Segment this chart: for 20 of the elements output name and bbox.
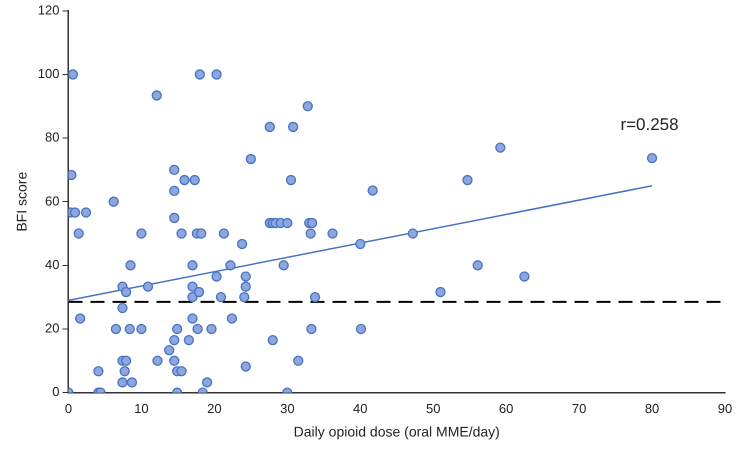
- x-tick-label: 90: [718, 400, 732, 416]
- y-axis-title: BFI score: [13, 172, 30, 232]
- x-tick-label: 0: [64, 400, 72, 416]
- y-tick-label: 120: [38, 2, 60, 18]
- x-tick-label: 30: [280, 400, 295, 416]
- y-tick-label: 60: [45, 193, 60, 208]
- x-tick-label: 10: [134, 400, 149, 416]
- x-tick-label: 80: [644, 400, 660, 416]
- y-tick-label: 80: [45, 130, 60, 145]
- x-tick-label: 40: [353, 400, 368, 416]
- y-tick-label: 100: [38, 66, 60, 82]
- x-tick-label: 20: [207, 400, 222, 416]
- annotation: r=0.258: [620, 115, 679, 134]
- y-tick-label: 40: [45, 256, 60, 272]
- y-tick-label: 20: [45, 320, 60, 336]
- x-axis-title: Daily opioid dose (oral MME/day): [294, 423, 500, 440]
- y-tick-label: 0: [52, 384, 60, 400]
- x-tick-label: 60: [498, 400, 514, 416]
- x-tick-label: 70: [572, 400, 586, 416]
- x-tick-label: 50: [426, 400, 440, 416]
